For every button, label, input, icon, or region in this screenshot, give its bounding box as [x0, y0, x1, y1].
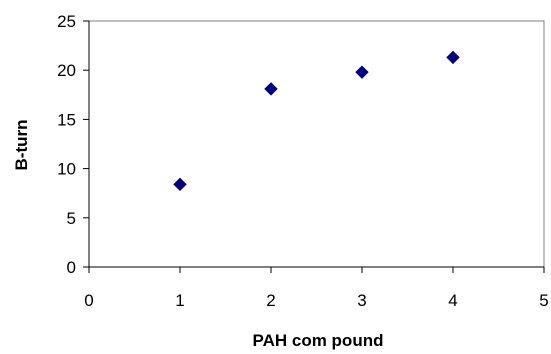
y-tick-label: 25 [57, 12, 76, 31]
y-tick-label: 15 [57, 110, 76, 129]
y-axis-ticks: 0 5 10 15 20 25 [57, 12, 89, 277]
plot-area [88, 20, 545, 268]
y-axis-title: B-turn [12, 120, 31, 171]
y-tick-label: 5 [67, 209, 76, 228]
x-tick-label: 5 [539, 291, 548, 310]
x-tick-label: 0 [84, 291, 93, 310]
x-tick-label: 4 [448, 291, 457, 310]
plot-frame [88, 20, 545, 268]
data-points [173, 50, 460, 192]
data-point-diamond [446, 50, 460, 65]
data-point-diamond [264, 82, 278, 96]
y-tick-label: 10 [57, 160, 76, 179]
x-tick-label: 2 [266, 291, 275, 310]
data-point-diamond [355, 65, 369, 79]
data-point-diamond [173, 177, 187, 192]
x-axis-title: PAH com pound [253, 331, 384, 350]
x-tick-label: 1 [175, 291, 184, 310]
y-tick-label: 20 [57, 61, 76, 80]
x-tick-label: 3 [357, 291, 366, 310]
y-tick-label: 0 [67, 258, 76, 277]
x-axis-ticks: 0 1 2 3 4 5 [84, 267, 549, 310]
